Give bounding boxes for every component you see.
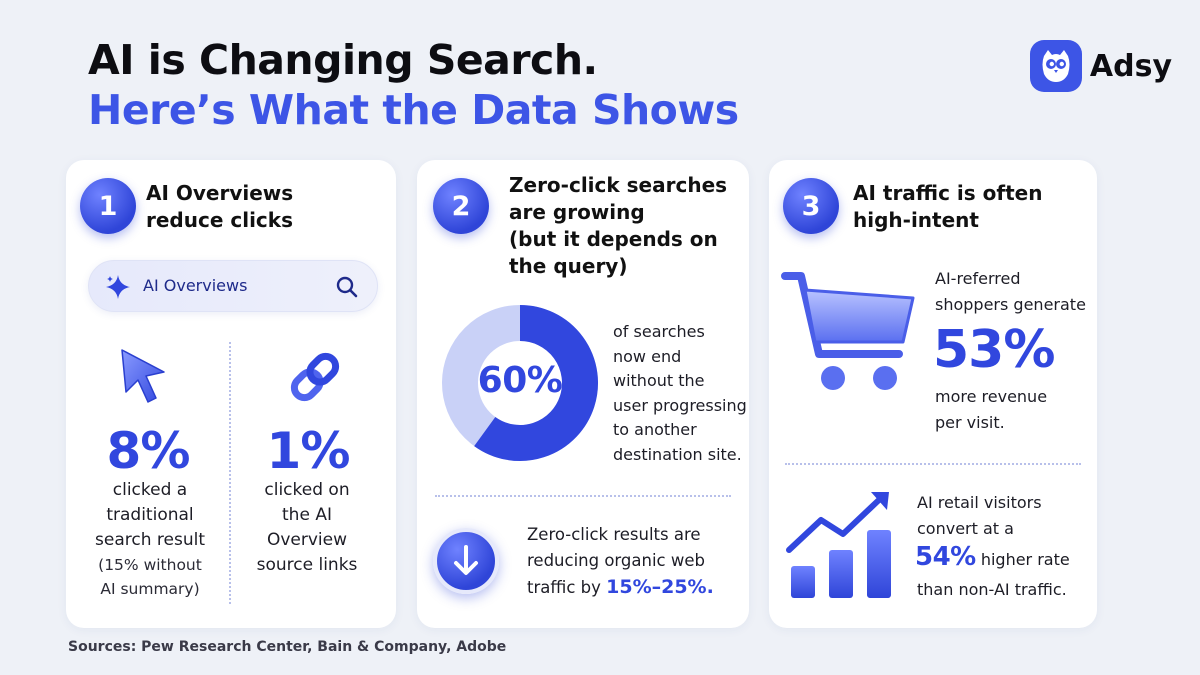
divider [435,495,731,497]
down-arrow-icon [433,528,499,594]
step-number-2: 2 [433,178,489,234]
divider [229,342,231,604]
traffic-range: 15%–25%. [606,576,714,598]
card-ai-traffic: 3 AI traffic is often high-intent AI-ref… [769,160,1097,628]
step-number-3: 3 [783,178,839,234]
page-subtitle: Here’s What the Data Shows [88,86,739,134]
card-ai-overviews: 1 AI Overviews reduce clicks AI Overview… [66,160,396,628]
card-zero-click: 2 Zero-click searches are growing (but i… [417,160,749,628]
ai-overviews-search-bar[interactable]: AI Overviews [88,260,378,312]
conversion-desc-after: than non-AI traffic. [917,580,1067,599]
traffic-desc: Zero-click results are reducing organic … [527,525,714,598]
donut-value: 60% [477,360,563,401]
conversion-desc: AI retail visitors convert at a [917,493,1042,538]
owl-logo-icon [1029,40,1082,92]
sources-footer: Sources: Pew Research Center, Bain & Com… [68,639,507,655]
stat-1-desc: clicked on the AI Overview source links [256,480,358,575]
growth-chart-icon [786,492,891,598]
brand-name: Adsy [1089,48,1172,84]
divider [785,463,1081,465]
cursor-icon [121,349,165,403]
donut-chart [442,305,598,461]
shopping-cart-icon [781,272,915,390]
sparkle-icon [106,275,130,299]
donut-desc: of searches now end without the user pro… [613,322,747,464]
card1-heading: AI Overviews reduce clicks [146,181,294,232]
stat-8-note: (15% without AI summary) [98,556,202,598]
brand[interactable]: Adsy [1029,40,1172,92]
link-chain-icon [290,352,340,402]
search-icon[interactable] [335,275,359,299]
stat-54-percent: 54% [915,542,976,572]
stat-53-percent: 53% [933,320,1055,380]
donut-segment [474,305,598,461]
stat-8-desc: clicked a traditional search result [95,480,205,550]
step-number-1: 1 [80,178,136,234]
stat-1-percent: 1% [266,422,351,480]
stat-8-percent: 8% [106,422,191,480]
page-title: AI is Changing Search. [88,36,598,84]
revenue-desc: AI-referred shoppers generate [935,269,1086,314]
card3-heading: AI traffic is often high-intent [853,181,1043,232]
revenue-desc-after: more revenue per visit. [935,387,1048,432]
conversion-stat: 54% higher rate [915,542,1070,572]
card2-heading: Zero-click searches are growing (but it … [509,173,728,278]
search-label: AI Overviews [143,276,248,295]
